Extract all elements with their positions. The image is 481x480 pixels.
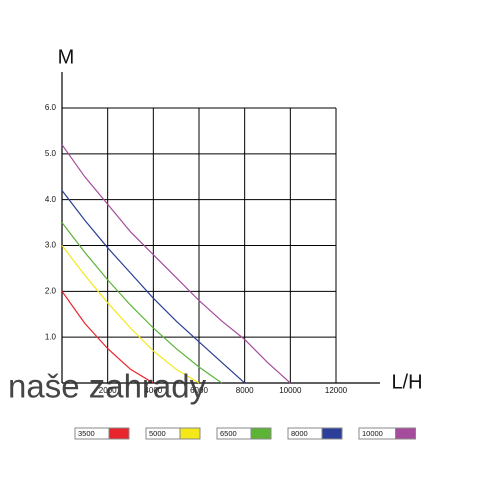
y-tick-label: 3.0 bbox=[45, 241, 57, 250]
legend-swatch bbox=[179, 427, 201, 440]
legend-label: 5000 bbox=[149, 429, 166, 438]
x-tick-label: 12000 bbox=[325, 386, 348, 395]
series-line bbox=[61, 222, 223, 384]
series-line bbox=[61, 290, 154, 384]
y-tick-label: 4.0 bbox=[45, 195, 57, 204]
y-tick-label: 6.0 bbox=[45, 103, 57, 112]
series-line bbox=[61, 144, 291, 384]
x-tick-label: 2000 bbox=[99, 386, 117, 395]
legend-swatch bbox=[108, 427, 130, 440]
series-line bbox=[61, 190, 246, 384]
y-tick-label: 2.0 bbox=[45, 286, 57, 295]
y-tick-label: 5.0 bbox=[45, 149, 57, 158]
y-axis-label: M bbox=[58, 46, 75, 68]
legend-swatch bbox=[321, 427, 343, 440]
legend-swatch bbox=[250, 427, 272, 440]
series-line bbox=[61, 245, 200, 384]
watermark: naše zahrady bbox=[8, 368, 207, 405]
x-tick-label: 10000 bbox=[279, 386, 302, 395]
x-tick-label: 8000 bbox=[236, 386, 254, 395]
legend-label: 6500 bbox=[220, 429, 237, 438]
legend-label: 10000 bbox=[362, 429, 383, 438]
x-axis-label: L/H bbox=[391, 371, 422, 393]
legend-label: 3500 bbox=[78, 429, 95, 438]
legend-swatch bbox=[395, 427, 416, 440]
legend-label: 8000 bbox=[291, 429, 308, 438]
x-tick-label: 6000 bbox=[190, 386, 208, 395]
y-tick-label: 1.0 bbox=[45, 332, 57, 341]
x-tick-label: 4000 bbox=[144, 386, 162, 395]
